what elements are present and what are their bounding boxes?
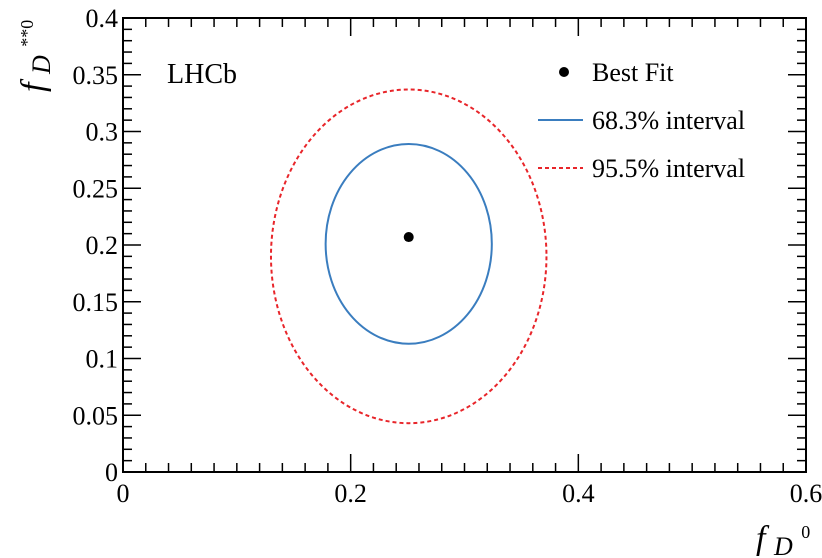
best-fit-point: [403, 232, 414, 243]
y-tick-label: 0.25: [73, 174, 119, 203]
y-tick-label: 0.3: [86, 118, 119, 147]
experiment-label: LHCb: [167, 59, 237, 90]
legend: Best Fit 68.3% interval 95.5% interval: [538, 58, 745, 183]
legend-label: 68.3% interval: [592, 106, 745, 135]
y-axis-title-sup: **0: [17, 20, 37, 47]
x-axis-title-main: f: [756, 520, 770, 557]
contour-95-5: [269, 88, 548, 425]
y-tick-label: 0.2: [86, 231, 119, 260]
x-tick-label: 0.4: [562, 479, 595, 508]
x-tick-labels: 0 0.2 0.4 0.6: [117, 479, 822, 508]
y-tick-labels: 0 0.05 0.1 0.15 0.2 0.25 0.3 0.35 0.4: [73, 4, 119, 487]
x-tick-label: 0: [117, 479, 130, 508]
x-axis-title: f D 0: [756, 520, 810, 558]
x-axis-title-sub: D: [773, 532, 793, 558]
y-tick-label: 0.1: [86, 345, 119, 374]
x-tick-label: 0.6: [790, 479, 822, 508]
y-axis-title-main: f: [15, 78, 52, 92]
y-tick-label: 0.05: [73, 401, 119, 430]
x-tick-label: 0.2: [334, 479, 367, 508]
contours: [269, 88, 548, 425]
contour-68-3: [324, 142, 493, 345]
x-axis-title-sup: 0: [801, 522, 810, 542]
y-tick-label: 0.35: [73, 61, 119, 90]
axis-ticks: [122, 17, 807, 473]
y-axis-title: f D **0: [15, 20, 58, 92]
legend-label: Best Fit: [592, 58, 674, 87]
legend-label: 95.5% interval: [592, 154, 745, 183]
y-tick-label: 0.15: [73, 288, 119, 317]
legend-marker-best-fit: [559, 67, 569, 77]
y-axis-title-sub: D: [27, 55, 56, 75]
y-tick-label: 0: [105, 458, 118, 487]
best-fit-points: [403, 232, 414, 243]
y-tick-label: 0.4: [86, 4, 119, 33]
